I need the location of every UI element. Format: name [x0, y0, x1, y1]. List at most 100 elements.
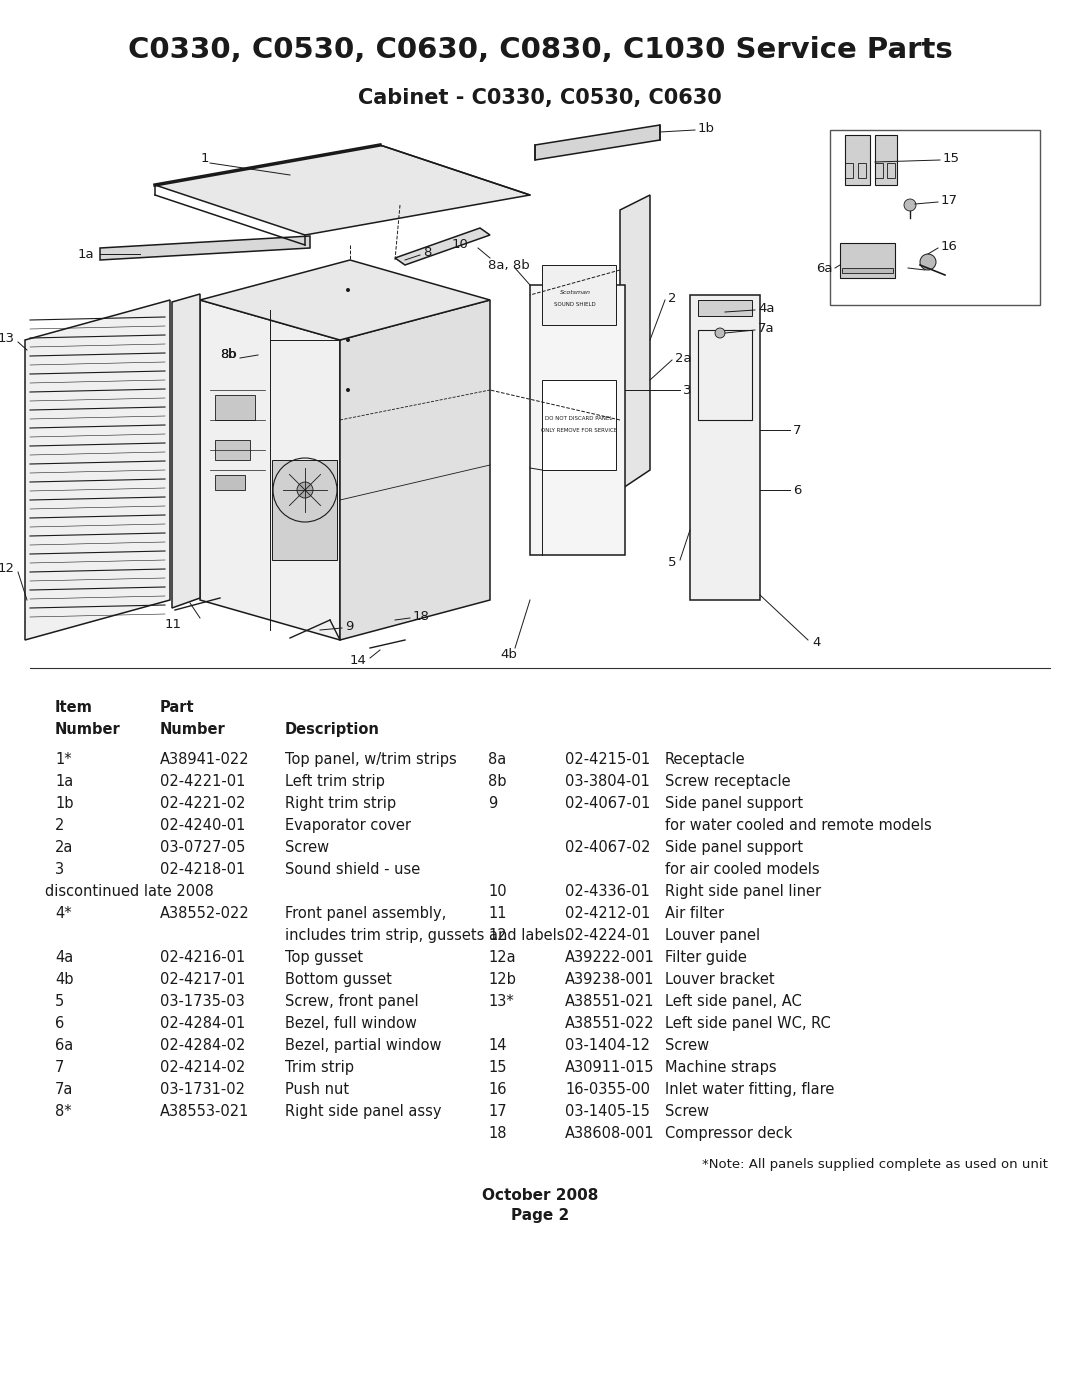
Text: A38551-021: A38551-021 [565, 995, 654, 1009]
Text: 8b: 8b [220, 348, 235, 360]
Text: 8a: 8a [488, 752, 507, 767]
Text: 03-3804-01: 03-3804-01 [565, 774, 650, 789]
Text: Receptacle: Receptacle [665, 752, 745, 767]
Text: 03-1735-03: 03-1735-03 [160, 995, 245, 1009]
Text: 02-4217-01: 02-4217-01 [160, 972, 245, 988]
Polygon shape [620, 196, 650, 490]
Text: Number: Number [160, 722, 226, 738]
Text: 12a: 12a [488, 950, 515, 965]
Text: 11: 11 [488, 907, 507, 921]
Bar [842, 268, 893, 272]
Text: Screw: Screw [665, 1104, 710, 1119]
Bar [542, 265, 616, 326]
Text: 1a: 1a [55, 774, 73, 789]
Text: Left trim strip: Left trim strip [285, 774, 384, 789]
Text: 2a: 2a [55, 840, 73, 855]
Circle shape [904, 198, 916, 211]
Text: Side panel support: Side panel support [665, 796, 804, 812]
Text: A39222-001: A39222-001 [565, 950, 654, 965]
Text: 17: 17 [941, 194, 958, 207]
Text: 8b: 8b [488, 774, 507, 789]
Text: Right side panel assy: Right side panel assy [285, 1104, 442, 1119]
Text: 6a: 6a [816, 261, 833, 274]
Text: A38608-001: A38608-001 [565, 1126, 654, 1141]
Bar [845, 163, 853, 177]
Bar [215, 475, 245, 490]
Text: 12: 12 [0, 562, 15, 574]
Circle shape [346, 338, 350, 342]
Text: 15: 15 [488, 1060, 507, 1076]
Text: 8: 8 [423, 246, 431, 258]
Text: C0330, C0530, C0630, C0830, C1030 Service Parts: C0330, C0530, C0630, C0830, C1030 Servic… [127, 36, 953, 64]
Text: Scotsman: Scotsman [559, 291, 591, 296]
Text: discontinued late 2008: discontinued late 2008 [45, 884, 214, 900]
Text: 03-0727-05: 03-0727-05 [160, 840, 245, 855]
Text: 03-1404-12: 03-1404-12 [565, 1038, 650, 1053]
Text: Push nut: Push nut [285, 1083, 349, 1097]
Text: 02-4240-01: 02-4240-01 [160, 819, 245, 833]
Text: Trim strip: Trim strip [285, 1060, 354, 1076]
Text: 02-4067-02: 02-4067-02 [565, 840, 650, 855]
Text: Screw, front panel: Screw, front panel [285, 995, 419, 1009]
Text: 10: 10 [488, 884, 507, 900]
Text: 10: 10 [453, 239, 469, 251]
Text: Bezel, full window: Bezel, full window [285, 1016, 417, 1031]
Text: Left side panel WC, RC: Left side panel WC, RC [665, 1016, 831, 1031]
Text: 18: 18 [488, 1126, 507, 1141]
Circle shape [715, 328, 725, 338]
Text: 02-4284-02: 02-4284-02 [160, 1038, 245, 1053]
Text: 8a, 8b: 8a, 8b [488, 258, 530, 271]
Text: Sound shield - use: Sound shield - use [285, 862, 420, 877]
Text: 4b: 4b [500, 648, 517, 662]
Text: Machine straps: Machine straps [665, 1060, 777, 1076]
Text: 13: 13 [0, 331, 15, 345]
Text: 02-4218-01: 02-4218-01 [160, 862, 245, 877]
Bar [215, 440, 249, 460]
Text: 02-4216-01: 02-4216-01 [160, 950, 245, 965]
Text: 14: 14 [488, 1038, 507, 1053]
Polygon shape [200, 260, 490, 339]
Text: Bezel, partial window: Bezel, partial window [285, 1038, 442, 1053]
Text: 7: 7 [793, 423, 801, 436]
Text: October 2008: October 2008 [482, 1187, 598, 1203]
Text: 1a: 1a [78, 247, 94, 260]
Text: 02-4221-02: 02-4221-02 [160, 796, 245, 812]
Text: 12b: 12b [488, 972, 516, 988]
Text: Number: Number [55, 722, 121, 738]
Text: Item: Item [55, 700, 93, 715]
Text: 03-1405-15: 03-1405-15 [565, 1104, 650, 1119]
Text: Description: Description [285, 722, 380, 738]
Text: 3: 3 [683, 384, 691, 397]
Text: DO NOT DISCARD PANEL: DO NOT DISCARD PANEL [545, 415, 612, 420]
Text: 6: 6 [793, 483, 801, 496]
Text: 7: 7 [55, 1060, 65, 1076]
Text: 02-4212-01: 02-4212-01 [565, 907, 650, 921]
Polygon shape [395, 228, 490, 265]
Polygon shape [340, 300, 490, 640]
Circle shape [920, 254, 936, 270]
Bar [272, 460, 337, 560]
Polygon shape [156, 145, 530, 235]
Text: 7a: 7a [55, 1083, 73, 1097]
Polygon shape [25, 300, 170, 640]
Text: 6a: 6a [55, 1038, 73, 1053]
Text: includes trim strip, gussets and labels.: includes trim strip, gussets and labels. [285, 928, 569, 943]
Text: Screw receptacle: Screw receptacle [665, 774, 791, 789]
Text: for water cooled and remote models: for water cooled and remote models [665, 819, 932, 833]
Text: Left side panel, AC: Left side panel, AC [665, 995, 801, 1009]
Text: 11: 11 [165, 619, 183, 631]
Bar [215, 395, 255, 420]
Polygon shape [535, 124, 660, 161]
Text: 1: 1 [201, 151, 210, 165]
Text: Air filter: Air filter [665, 907, 724, 921]
Circle shape [346, 388, 350, 393]
Text: 2a: 2a [675, 352, 691, 365]
Text: A38941-022: A38941-022 [160, 752, 249, 767]
Bar [858, 163, 866, 177]
Text: Bottom gusset: Bottom gusset [285, 972, 392, 988]
Text: Filter guide: Filter guide [665, 950, 747, 965]
Polygon shape [690, 295, 760, 599]
Bar [875, 136, 897, 184]
Text: 8b: 8b [220, 348, 237, 362]
Text: Compressor deck: Compressor deck [665, 1126, 793, 1141]
